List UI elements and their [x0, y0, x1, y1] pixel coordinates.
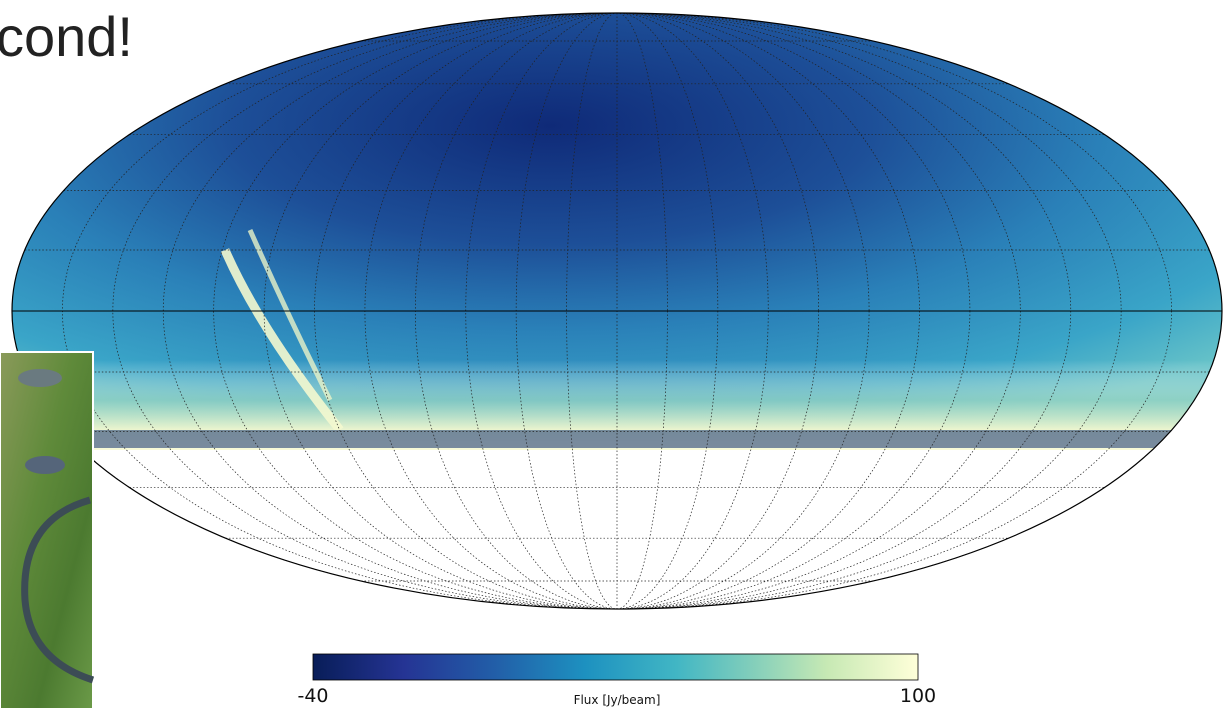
colorbar	[313, 654, 918, 680]
map-band	[0, 250, 1223, 450]
slide-title: cond!	[0, 5, 133, 68]
slide: cond! -40 100 Flux [Jy/beam]	[0, 0, 1223, 709]
sky-map	[0, 0, 1223, 609]
photo-inset	[0, 352, 93, 709]
photo-station	[18, 369, 62, 387]
colorbar-label: Flux [Jy/beam]	[574, 693, 661, 707]
map-noise	[0, 430, 1223, 448]
photo-station	[25, 456, 65, 474]
page: cond! -40 100 Flux [Jy/beam] (() => { co…	[0, 0, 1223, 709]
colorbar-max: 100	[900, 685, 936, 707]
colorbar-min: -40	[297, 685, 328, 707]
